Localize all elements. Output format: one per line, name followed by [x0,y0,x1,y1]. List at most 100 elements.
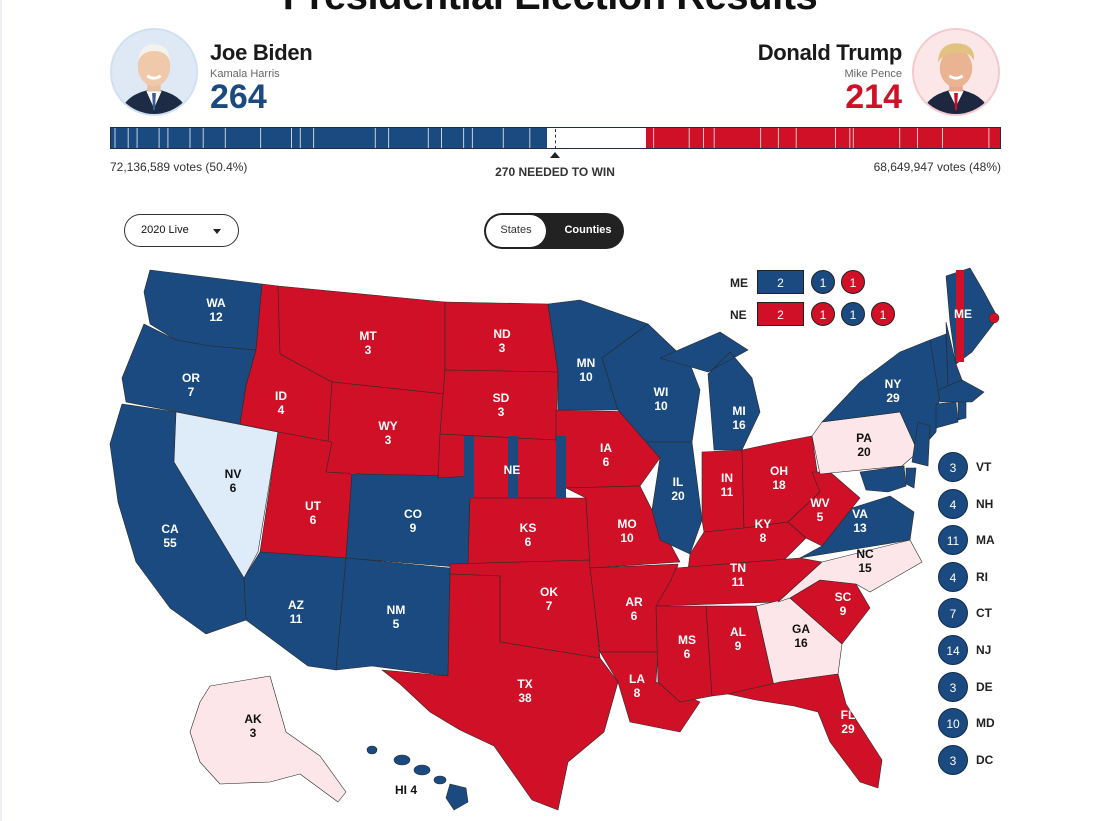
callout-VT-ev: 3 [938,452,968,482]
callout-NH[interactable]: 4 NH [938,489,1008,519]
ne-district-3: 1 [871,302,895,326]
state-MI[interactable] [659,331,761,451]
callout-CT[interactable]: 7 CT [938,598,1008,628]
label-MS: MS 6 [678,633,696,661]
label-NY: NY 29 [885,377,902,405]
state-MA [937,379,985,403]
dem-electoral-votes: 264 [210,78,267,116]
label-TX: TX 38 [517,677,532,705]
me-split-label: ME [730,276,748,290]
callout-NJ-abbr: NJ [976,643,992,657]
callout-DE-ev: 3 [938,672,968,702]
year-select[interactable]: 2020 Live [124,214,239,247]
callout-NJ[interactable]: 14 NJ [938,635,1008,665]
label-CA: CA 55 [161,522,179,550]
label-IA: IA 6 [600,441,612,469]
label-HI: HI 4 [395,783,417,797]
callout-MA-abbr: MA [976,533,995,547]
win-threshold-line [555,129,556,149]
dem-candidate-name: Joe Biden [210,40,313,65]
callout-MA-ev: 11 [938,525,968,555]
label-AK: AK 3 [244,712,262,740]
label-MO: MO 10 [617,517,636,545]
label-NM: NM 5 [387,603,406,631]
label-NV: NV 6 [225,467,242,495]
callout-MD-ev: 10 [938,708,968,738]
rep-vp-name: Mike Pence [844,68,902,80]
me-split-votes: ME 2 1 1 [715,270,915,296]
label-ND: ND 3 [493,327,511,355]
label-VA: VA 13 [852,507,868,535]
callout-RI-ev: 4 [938,562,968,592]
label-ID: ID 4 [275,389,287,417]
label-AR: AR 6 [625,595,643,623]
rep-popular-vote: 68,649,947 votes (48%) [873,160,1001,174]
callout-MA[interactable]: 11 MA [938,525,1008,555]
state-MS[interactable] [655,605,713,703]
state-FL[interactable] [727,673,883,789]
state-CT [935,401,959,429]
rep-candidate-name: Donald Trump [757,40,903,65]
callout-DC[interactable]: 3 DC [938,745,1008,775]
label-UT: UT 6 [305,499,322,527]
callout-MD[interactable]: 10 MD [938,708,1008,738]
callout-VT-abbr: VT [976,460,992,474]
callout-DC-abbr: DC [976,753,994,767]
label-MT: MT 3 [359,329,377,357]
label-TN: TN 11 [730,561,746,589]
callout-CT-abbr: CT [976,606,992,620]
state-TX[interactable] [381,573,619,811]
label-WY: WY 3 [378,419,397,447]
trump-avatar [912,28,1000,116]
ne-statewide-box: 2 [757,302,804,326]
callout-RI[interactable]: 4 RI [938,562,1008,592]
callout-DE[interactable]: 3 DE [938,672,1008,702]
label-CO: CO 9 [404,507,422,535]
rep-bar-fill [646,128,1000,148]
state-NC[interactable] [777,539,923,603]
callout-MD-abbr: MD [976,716,995,730]
label-NC: NC 15 [856,547,874,575]
callout-RI-abbr: RI [976,570,988,584]
chevron-down-icon [213,229,221,234]
label-SC: SC 9 [835,590,852,618]
callout-NJ-ev: 14 [938,635,968,665]
label-AZ: AZ 11 [288,598,304,626]
win-threshold-marker [550,152,560,158]
callout-NH-ev: 4 [938,489,968,519]
label-SD: SD 3 [493,391,510,419]
label-MN: MN 10 [577,356,596,384]
label-IL: IL 20 [671,475,685,503]
label-WV: WV 5 [810,496,829,524]
state-AK[interactable] [189,675,347,803]
label-GA: GA 16 [792,622,810,650]
callout-CT-ev: 7 [938,598,968,628]
ne-split-label: NE [730,308,747,322]
dem-bar-fill [111,128,547,148]
state-CO[interactable] [345,473,471,569]
view-toggle[interactable]: States Counties [484,213,624,249]
state-MO[interactable] [565,485,681,569]
label-OR: OR 7 [182,371,200,399]
state-NM[interactable] [335,557,451,677]
ne-district-2: 1 [841,302,865,326]
toggle-counties[interactable]: Counties [564,224,612,236]
needed-to-win-label: 270 NEEDED TO WIN [495,165,615,179]
ne-district-1: 1 [811,302,835,326]
state-IL[interactable] [645,441,703,555]
callout-VT[interactable]: 3 VT [938,452,1008,482]
callout-DC-ev: 3 [938,745,968,775]
me-district-1: 1 [811,270,835,294]
state-NJ [911,421,931,467]
state-HI[interactable] [366,745,469,811]
year-select-value: 2020 Live [141,224,189,236]
callout-DE-abbr: DE [976,680,993,694]
label-ME: ME [954,307,972,321]
biden-avatar [110,28,198,116]
us-electoral-map: WA 12 OR 7 CA 55 NV 6 ID 4 MT 3 WY 3 UT 6 CO 9 AZ… [100,262,1020,818]
rep-electoral-votes: 214 [845,78,902,116]
page-border [0,0,2,821]
bar-state-dividers [114,128,990,148]
toggle-states[interactable]: States [486,215,546,247]
label-FL: FL 29 [841,708,856,736]
